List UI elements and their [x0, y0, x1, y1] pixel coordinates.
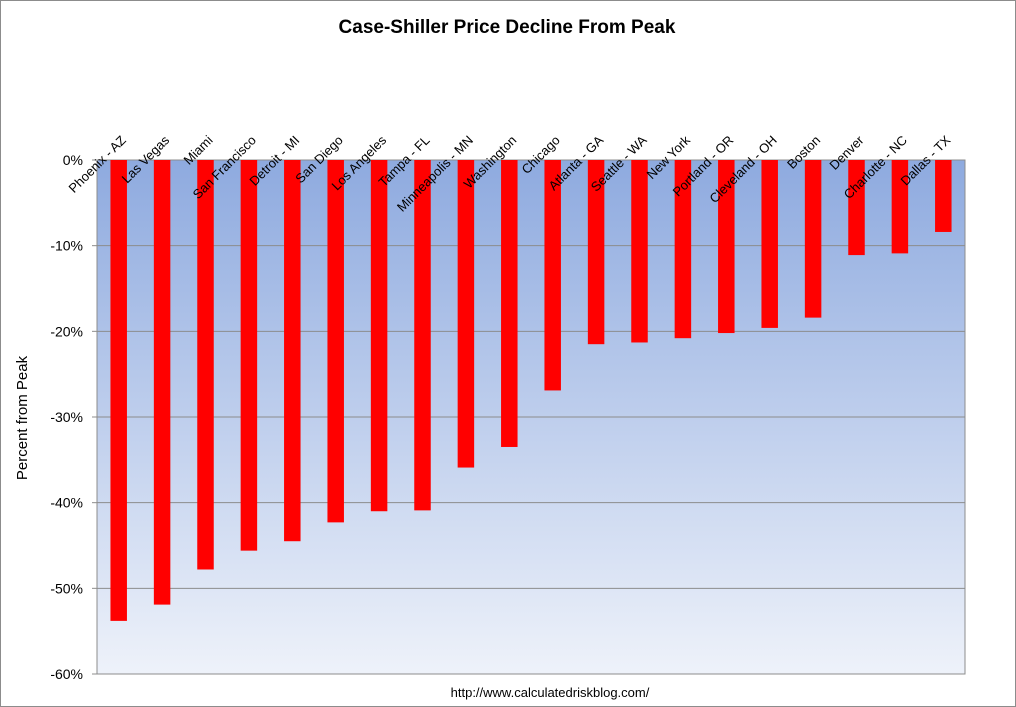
y-tick-label: -10%: [50, 238, 83, 254]
y-tick-label: -40%: [50, 495, 83, 511]
bar: [935, 160, 952, 232]
bar: [197, 160, 214, 570]
y-tick-label: -50%: [50, 580, 83, 596]
y-tick-label: -20%: [50, 323, 83, 339]
bar: [718, 160, 735, 334]
bar: [284, 160, 301, 542]
bar: [414, 160, 431, 511]
bar: [674, 160, 692, 339]
bar: [544, 160, 561, 391]
bar: [761, 160, 778, 328]
bars: [110, 160, 952, 621]
y-tick-label: 0%: [63, 152, 83, 168]
bar: [891, 160, 909, 254]
bar: [370, 160, 388, 512]
y-tick-label: -30%: [50, 409, 83, 425]
bar: [110, 160, 127, 621]
bar: [587, 160, 605, 345]
source-url: http://www.calculatedriskblog.com/: [451, 685, 650, 700]
bar: [804, 160, 822, 318]
bar: [153, 160, 171, 605]
bar: [327, 160, 344, 523]
y-tick-label: -60%: [50, 666, 83, 682]
bar: [240, 160, 258, 551]
bar: [631, 160, 648, 343]
bar: [457, 160, 475, 468]
y-axis-title: Percent from Peak: [14, 355, 31, 480]
bar: [848, 160, 865, 256]
y-axis-ticks: 0% -10% -20% -30% -40% -50% -60%: [50, 152, 97, 682]
chart-title: Case-Shiller Price Decline From Peak: [339, 17, 676, 38]
bar: [501, 160, 518, 447]
